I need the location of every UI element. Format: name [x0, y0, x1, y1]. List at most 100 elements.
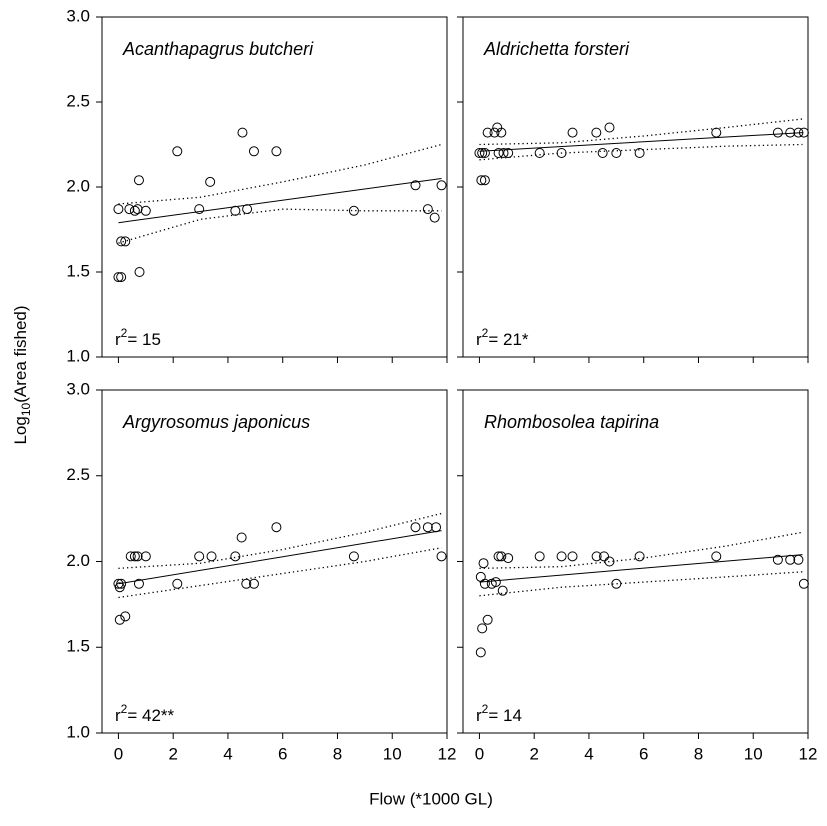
point [496, 127, 507, 138]
y-tick-label: 1.0 [66, 722, 90, 741]
x-tick-label: 12 [799, 744, 818, 763]
point [134, 267, 145, 277]
point [476, 175, 487, 186]
x-tick-label: 0 [114, 744, 123, 763]
y-tick-label: 1.5 [66, 637, 90, 656]
point [793, 554, 804, 565]
point [120, 611, 131, 622]
point [429, 212, 440, 223]
point [271, 146, 282, 157]
point [205, 176, 216, 187]
y-tick-label: 1.5 [66, 261, 90, 280]
regression-line [118, 530, 442, 585]
regression-line [479, 132, 803, 152]
point [236, 532, 247, 543]
x-tick-label: 10 [744, 744, 763, 763]
point [436, 180, 447, 191]
point [567, 127, 578, 138]
x-tick-label: 2 [168, 744, 177, 763]
point [474, 148, 485, 158]
point [556, 551, 567, 562]
point [114, 614, 125, 625]
point [496, 551, 507, 562]
confidence-upper [118, 143, 442, 205]
y-label-main: Log [11, 416, 30, 444]
x-tick-label: 4 [223, 744, 232, 763]
point [120, 236, 131, 247]
point [493, 551, 504, 562]
r-base: r [476, 330, 482, 349]
r-base: r [476, 706, 482, 725]
point [567, 551, 578, 562]
point [611, 148, 622, 158]
panel-title: Rhombosolea tapirina [484, 412, 659, 432]
point [479, 175, 490, 186]
point [498, 148, 509, 158]
point [556, 148, 567, 158]
point [475, 647, 486, 658]
point [634, 148, 645, 158]
r-sup: 2 [121, 326, 128, 340]
y-tick-label: 1.0 [66, 346, 90, 365]
x-axis-label: Flow (*1000 GL) [369, 789, 493, 808]
x-tick-label: 10 [383, 744, 402, 763]
point [798, 127, 809, 138]
point [125, 551, 136, 562]
point [206, 551, 217, 562]
point [711, 551, 722, 562]
x-tick-label: 2 [529, 744, 538, 763]
point [129, 551, 140, 562]
point [133, 578, 144, 589]
r-text: = 15 [127, 330, 161, 349]
point [772, 554, 783, 565]
point [248, 146, 259, 157]
point [482, 614, 493, 625]
point [348, 551, 359, 562]
r-text: = 21* [488, 330, 529, 349]
r-text: = 42** [127, 706, 174, 725]
point [604, 556, 615, 567]
r-sup: 2 [482, 326, 489, 340]
point [410, 180, 421, 191]
plot-frame [101, 389, 448, 734]
point [230, 205, 241, 216]
point [477, 148, 488, 158]
regression-line [479, 554, 803, 583]
point [477, 623, 488, 634]
point [172, 146, 183, 157]
x-tick-label: 0 [475, 744, 484, 763]
point [490, 577, 501, 588]
x-tick-label: 6 [639, 744, 648, 763]
point [194, 551, 205, 562]
panel-title: Argyrosomus japonicus [122, 412, 310, 432]
point [493, 148, 504, 158]
confidence-lower [118, 208, 442, 244]
r-sup: 2 [482, 702, 489, 716]
point [172, 578, 183, 589]
point [422, 204, 433, 215]
point [534, 148, 545, 158]
point [475, 571, 486, 582]
point [124, 204, 135, 215]
point [113, 204, 124, 215]
point [489, 127, 500, 138]
confidence-upper [479, 531, 803, 570]
y-tick-label: 2.0 [66, 176, 90, 195]
x-tick-label: 6 [278, 744, 287, 763]
point [798, 578, 809, 589]
x-tick-label: 8 [333, 744, 342, 763]
point [237, 127, 248, 138]
r-text: = 14 [488, 706, 522, 725]
r-base: r [115, 706, 121, 725]
x-tick-label: 4 [584, 744, 593, 763]
point [793, 127, 804, 138]
r-squared: r2= 42** [115, 702, 175, 725]
r-squared: r2= 15 [115, 326, 161, 349]
point [478, 558, 489, 569]
r-squared: r2= 21* [476, 326, 529, 349]
r-base: r [115, 330, 121, 349]
y-label-rest: (Area fished) [11, 305, 30, 402]
point [431, 522, 442, 533]
point [248, 578, 259, 589]
point [348, 205, 359, 216]
